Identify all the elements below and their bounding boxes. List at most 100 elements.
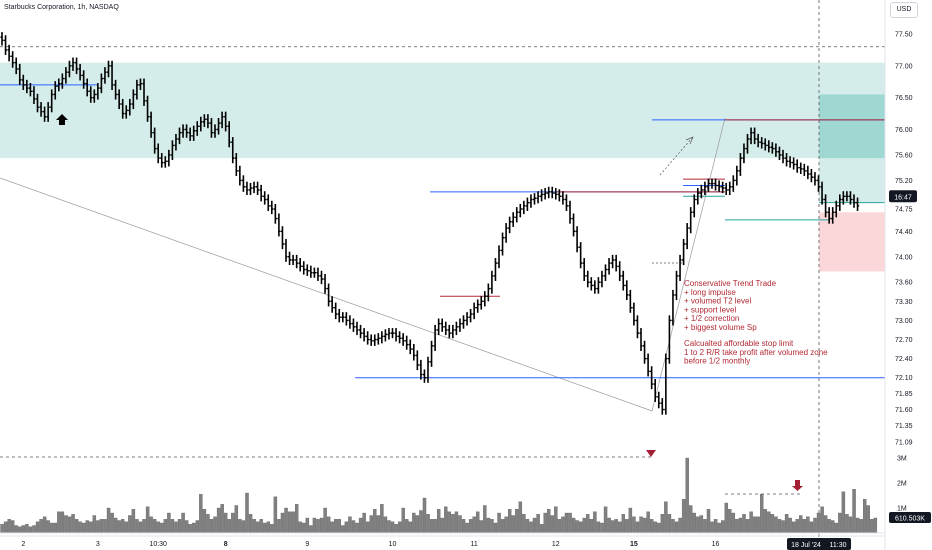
time-tick-label: 12 [552,541,560,548]
volume-bar [760,494,764,534]
volume-bar [792,521,796,534]
volume-bar [646,511,650,534]
price-bar [845,191,849,202]
volume-bar [309,525,313,534]
volume-bar [479,520,483,534]
volume-bar [60,511,65,534]
price-bar [568,200,572,224]
volume-bar [280,512,285,534]
volume-bar [405,519,409,534]
time-tick-label: 15 [630,541,638,548]
price-bar [671,289,675,326]
volume-bar [0,524,4,534]
price-bar [163,156,167,168]
volume-bar [355,522,359,534]
price-bar [273,203,277,224]
volume-bar [586,514,590,534]
price-bar [319,270,324,285]
volume-bar [696,516,700,534]
volume-bar [593,511,597,534]
price-bar [355,321,359,336]
volume-bar [433,519,437,534]
price-bar [117,89,121,110]
volume-bar [447,511,452,534]
trade-note-line: + long impulse [684,288,736,297]
price-bar [28,83,32,97]
price-bar [596,277,600,294]
volume-bar [373,509,377,534]
volume-bar [781,520,785,534]
volume-bar [223,512,228,534]
volume-bar [284,507,288,534]
volume-bar [3,521,8,534]
price-bar [287,251,292,266]
volume-bar [103,519,107,534]
volume-bar [532,517,537,534]
volume-bar [500,519,505,534]
price-bar [7,44,11,62]
price-bar [543,188,547,200]
volume-bar [231,512,235,534]
trade-note-line: + volumed T2 level [684,297,751,306]
volume-bar [291,511,295,534]
price-bar [351,318,356,332]
volume-bar [550,515,554,534]
volume-bar [547,509,551,534]
price-bar [827,207,831,224]
volume-bar [564,512,569,534]
volume-bar [415,515,420,534]
volume-bar [365,521,370,534]
volume-bar [255,521,260,534]
price-bar [248,182,253,196]
volume-bar [330,521,334,534]
volume-bar [422,497,427,534]
volume-bar [855,517,860,534]
price-bar [696,188,700,205]
price-bar [504,223,508,243]
price-bar [199,116,203,132]
price-bar [667,315,671,364]
volume-bar [376,515,381,534]
volume-bar [852,489,856,534]
price-bar [390,328,395,339]
price-bar [252,181,256,194]
volume-bar [543,512,547,534]
volume-bar [799,515,803,534]
volume-bar [326,516,331,534]
volume-bar [323,507,327,534]
price-bar [472,302,476,320]
currency-selector[interactable]: USD [890,2,918,18]
price-bar [220,111,224,129]
volume-bar [383,516,388,534]
volume-bar [152,519,157,534]
volume-bar [82,522,86,534]
price-bar [216,118,221,135]
price-bar [561,191,565,205]
price-bar [653,378,657,402]
price-bar [447,324,451,339]
price-bar [806,165,810,180]
volume-bar [806,516,810,534]
volume-bar [820,506,824,534]
volume-bar [575,520,579,534]
price-bar [721,181,725,194]
price-bar [145,95,150,122]
volume-bar [823,515,828,534]
price-tick-label: 74.40 [895,229,913,236]
price-bar [142,78,146,106]
price-bar [245,181,249,196]
price-bar [337,308,341,323]
volume-bar [110,512,114,534]
price-bar [749,127,753,145]
price-bar [674,270,679,301]
volume-bar [7,519,11,534]
price-bar [323,273,327,294]
price-bar [824,194,828,218]
volume-bar [784,514,789,534]
volume-bar [234,505,239,534]
volume-bar [50,522,54,534]
price-bar [224,111,228,132]
price-bar [316,267,320,281]
price-tick-label: 73.30 [895,299,913,306]
